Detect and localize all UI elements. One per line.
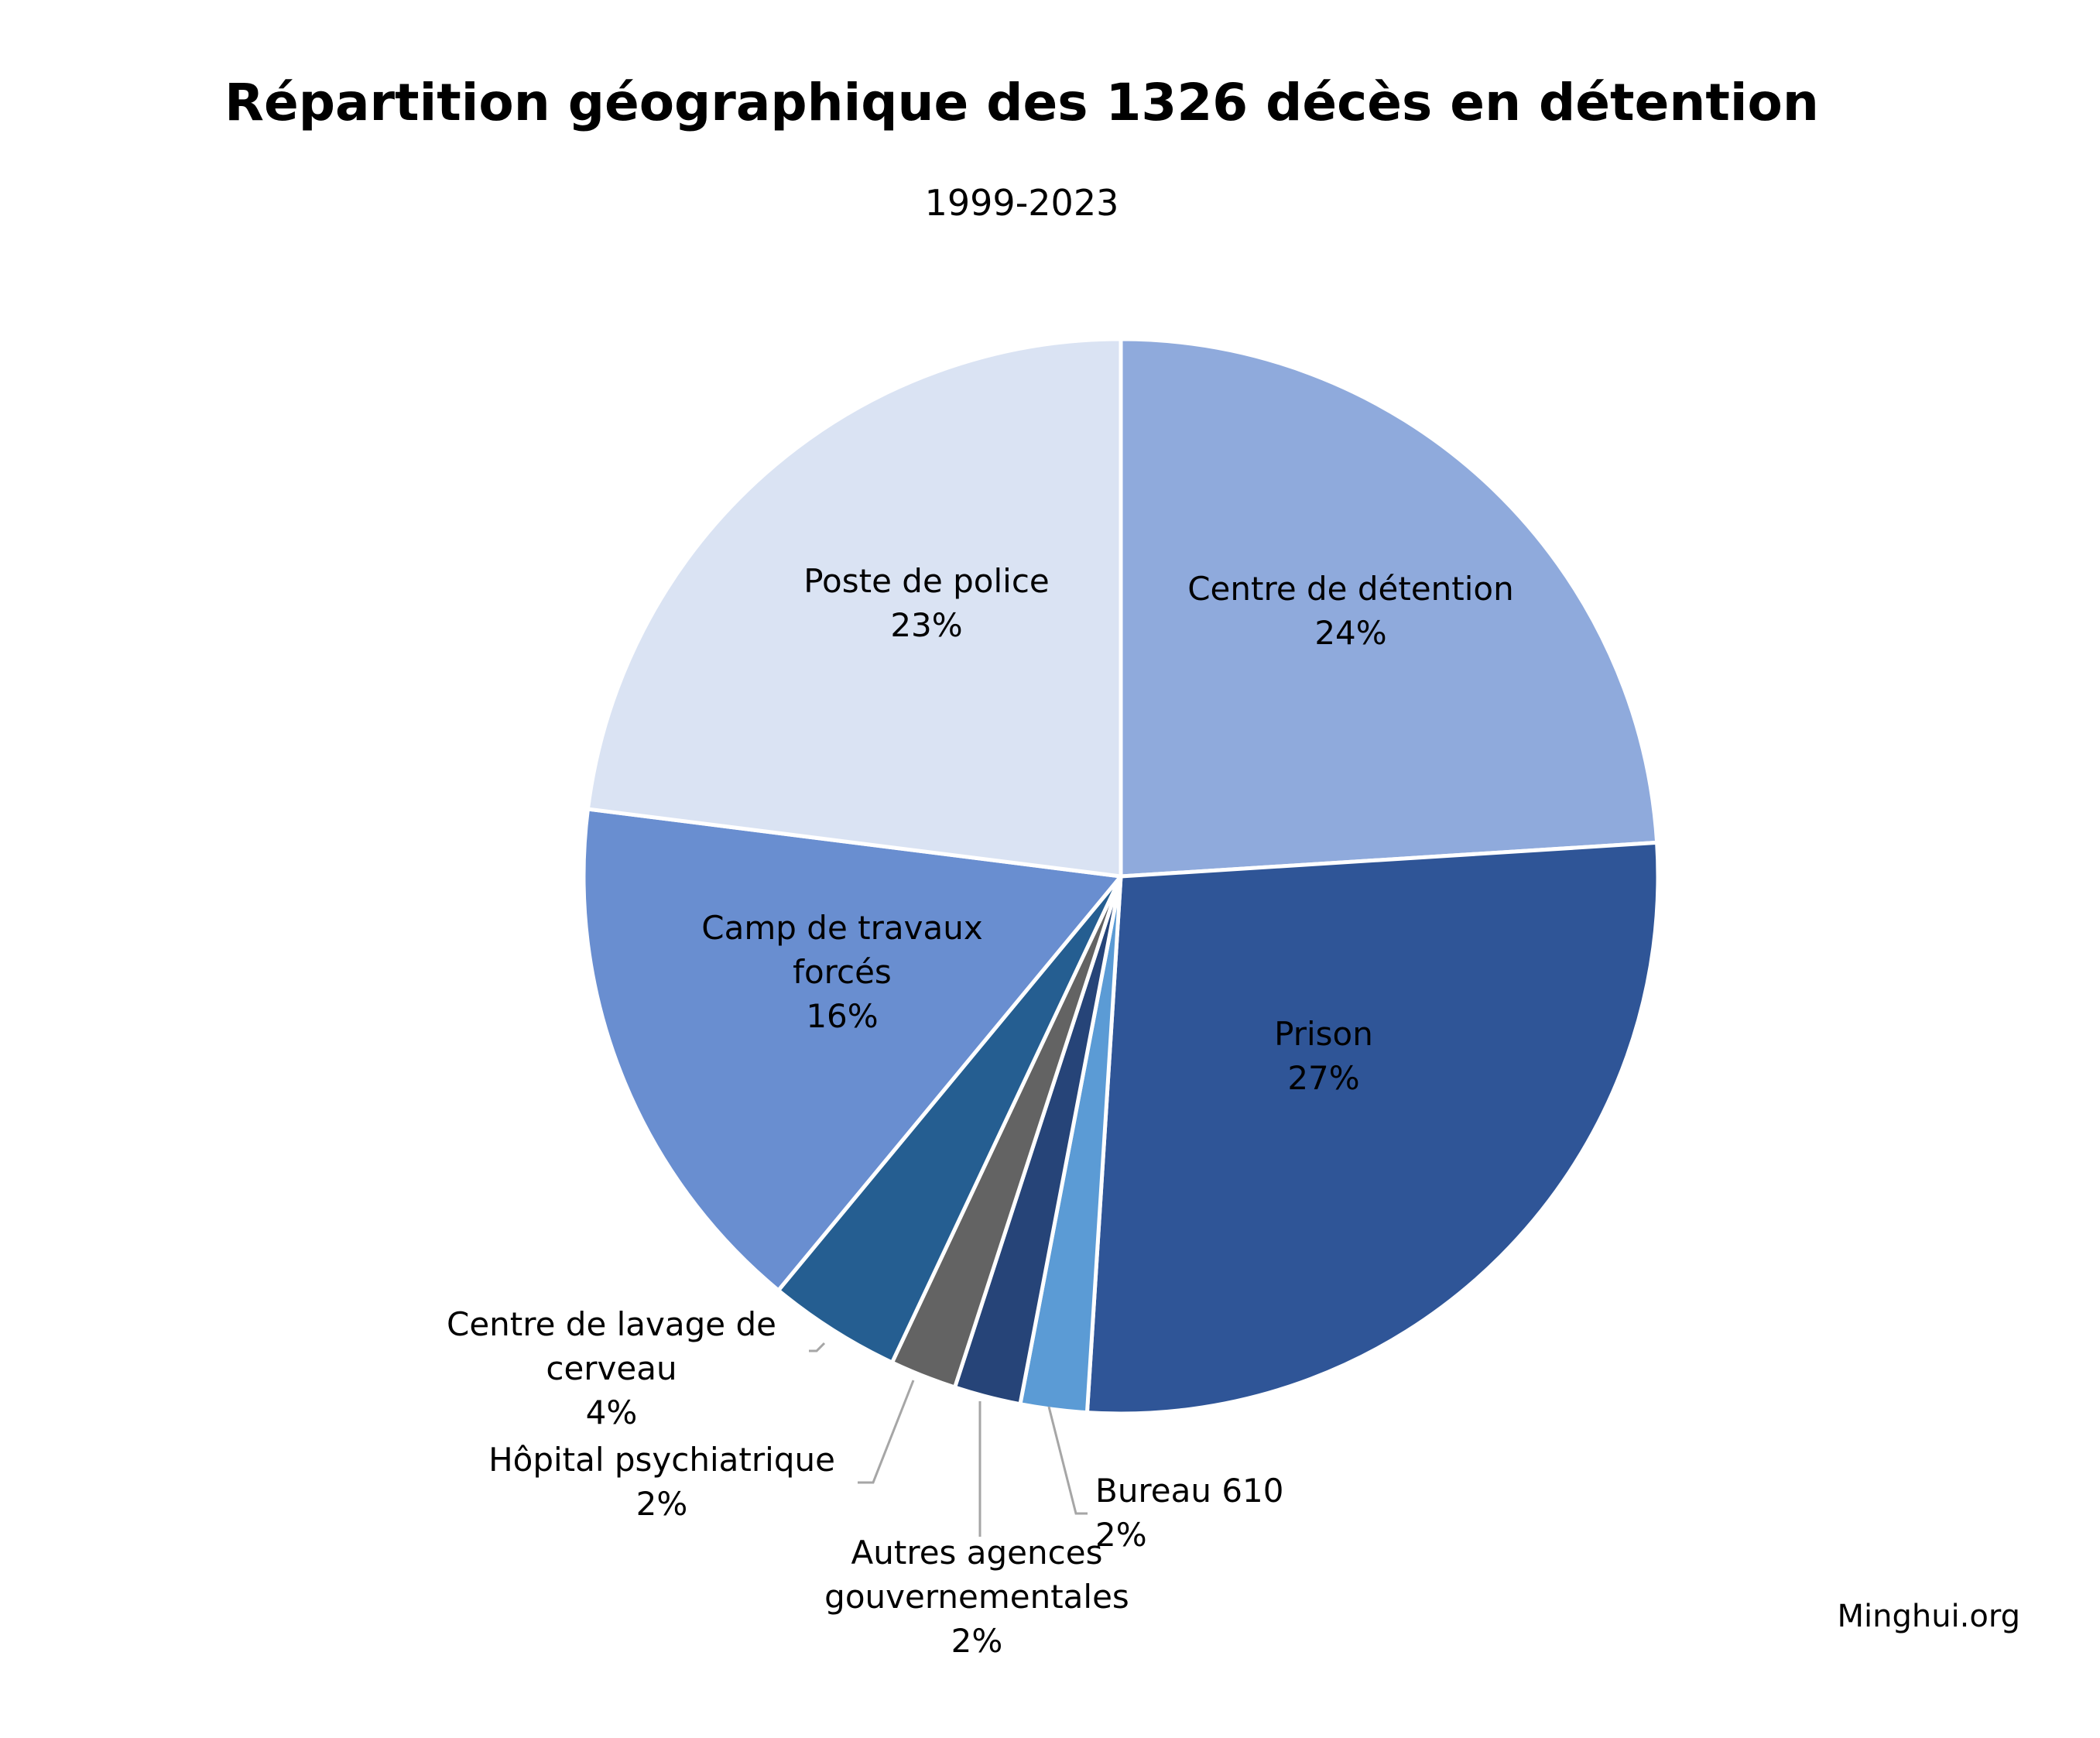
slice-category-label: Hôpital psychiatrique: [488, 1441, 835, 1479]
slice-label: Prison 27%: [1274, 1015, 1373, 1097]
slice-category-label: Camp de travaux: [701, 909, 982, 947]
slice-category-label: Centre de lavage de: [447, 1305, 776, 1343]
pie-slice: [581, 807, 1123, 1293]
chart-subtitle: 1999-2023: [924, 182, 1119, 224]
slice-category-label: cerveau: [546, 1349, 677, 1387]
pie-slice: [585, 337, 1123, 879]
slice-label: Poste de police 23%: [803, 562, 1050, 644]
slice-value-label: 23%: [890, 606, 962, 644]
slice-value-label: 2%: [951, 1622, 1003, 1660]
slice-label: Autres agences gouvernementales 2%: [824, 1534, 1129, 1660]
leader-line: [858, 1380, 915, 1484]
slice-value-label: 2%: [1095, 1516, 1147, 1554]
slice-value-label: 4%: [586, 1393, 638, 1431]
slice-value-label: 16%: [806, 997, 878, 1035]
slice-value-label: 2%: [636, 1485, 688, 1523]
slice-label: Bureau 610 2%: [1095, 1472, 1284, 1554]
leader-line: [809, 1342, 826, 1352]
slice-label: Hôpital psychiatrique 2%: [488, 1441, 835, 1523]
slice-label: Centre de lavage de cerveau 4%: [447, 1305, 776, 1431]
slice-label: Centre de détention 24%: [1187, 570, 1514, 652]
slice-category-label: Bureau 610: [1095, 1472, 1284, 1510]
slice-value-label: 24%: [1314, 614, 1386, 652]
slice-category-label: gouvernementales: [824, 1578, 1129, 1616]
slice-category-label: Poste de police: [803, 562, 1050, 600]
pie-slice: [1084, 840, 1660, 1416]
pie-slice: [1119, 337, 1660, 879]
leader-line: [1047, 1406, 1088, 1515]
slice-category-label: Prison: [1274, 1015, 1373, 1053]
slice-value-label: 27%: [1287, 1059, 1359, 1097]
slice-category-label: Autres agences: [851, 1534, 1103, 1572]
slice-category-label: Centre de détention: [1187, 570, 1514, 608]
chart-title: Répartition géographique des 1326 décès …: [224, 73, 1819, 132]
slice-label: Camp de travaux forcés 16%: [701, 909, 982, 1035]
slice-category-label: forcés: [793, 953, 892, 991]
source-credit: Minghui.org: [1837, 1599, 2020, 1634]
